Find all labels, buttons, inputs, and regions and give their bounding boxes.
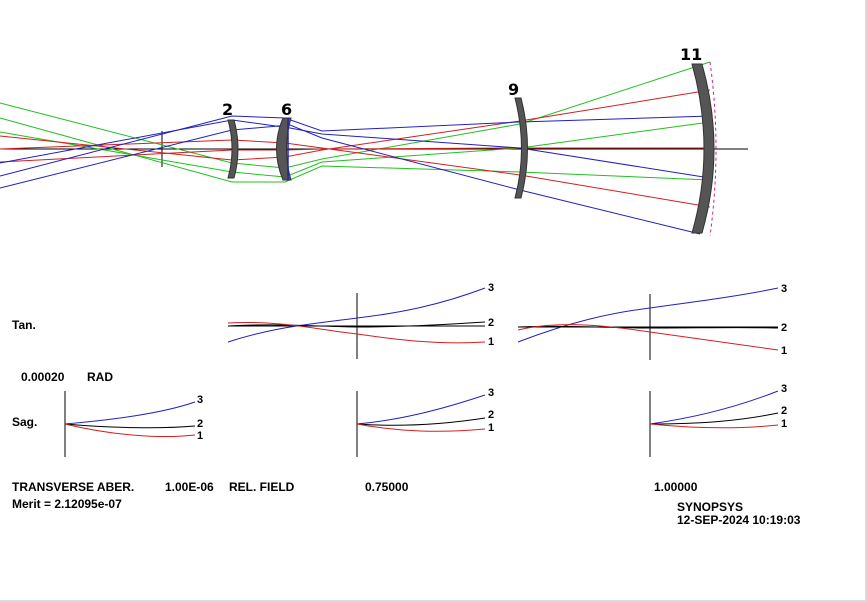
sag0-label-2: 2	[197, 418, 203, 430]
sag-plot-field-000: 3 2 1	[64, 391, 203, 457]
tan-curve-1	[517, 324, 779, 351]
tan-curve-2	[517, 325, 779, 329]
sag-plot-field-100: 3 2 1	[649, 383, 787, 457]
merit-value: Merit = 2.12095e-07	[12, 497, 122, 511]
field-value-2: 1.00000	[654, 480, 698, 494]
sag-plot-field-075: 3 2 1	[356, 387, 494, 457]
surface-label-6: 6	[281, 100, 292, 119]
sag1-label-2: 2	[488, 409, 494, 421]
sag-curve-1	[64, 423, 196, 438]
sag0-label-1: 1	[197, 430, 203, 442]
surface-label-9: 9	[508, 80, 519, 99]
field-value-1: 0.75000	[365, 480, 409, 494]
sag-curve-1	[356, 423, 486, 432]
tan1-label-3: 3	[488, 282, 494, 294]
sag2-label-1: 1	[781, 418, 787, 430]
tan2-label-3: 3	[781, 283, 787, 295]
tan2-label-2: 2	[781, 322, 787, 334]
lens-element-11	[691, 63, 715, 234]
surface-label-11: 11	[680, 45, 702, 64]
tan-curve-3	[517, 287, 779, 343]
image-surface	[709, 61, 717, 237]
sag2-label-2: 2	[781, 405, 787, 417]
tan1-label-1: 1	[488, 336, 494, 348]
sag0-label-3: 3	[197, 394, 203, 406]
tan-plot-field-100: 3 2 1	[517, 283, 787, 360]
sag1-label-3: 3	[488, 387, 494, 399]
sag1-label-1: 1	[488, 422, 494, 434]
sag-curve-2	[356, 417, 486, 426]
sag-curve-3	[356, 394, 486, 425]
scale-value: 0.00020	[21, 370, 65, 384]
tan-plot-field-075: 3 2 1	[227, 282, 494, 359]
timestamp: 12-SEP-2024 10:19:03	[677, 513, 801, 527]
tan2-label-1: 1	[781, 345, 787, 357]
wavelength-value: 1.00E-06	[165, 480, 214, 494]
sag-curve-2	[649, 412, 779, 425]
ray-bundle-red	[0, 89, 711, 208]
ray-bundle-green	[0, 61, 711, 183]
tan-curve-2	[227, 321, 486, 328]
lens-element-2	[227, 119, 239, 179]
aber-label: TRANSVERSE ABER.	[12, 480, 135, 494]
sag-curve-3	[649, 390, 779, 425]
sag2-label-3: 3	[781, 383, 787, 395]
tan1-label-2: 2	[488, 317, 494, 329]
ray-bundle-blue	[0, 115, 711, 235]
brand-label: SYNOPSYS	[677, 500, 744, 514]
field-label: REL. FIELD	[229, 480, 295, 494]
scale-unit: RAD	[87, 370, 113, 384]
sag-curve-2	[64, 423, 196, 429]
tan-label: Tan.	[12, 318, 36, 332]
tan-curve-3	[227, 287, 486, 343]
lens-element-9	[514, 97, 528, 199]
tan-curve-1	[227, 321, 486, 344]
sag-label: Sag.	[12, 415, 38, 429]
surface-label-2: 2	[222, 100, 233, 119]
sag-curve-1	[649, 423, 779, 429]
sag-curve-3	[64, 401, 196, 425]
